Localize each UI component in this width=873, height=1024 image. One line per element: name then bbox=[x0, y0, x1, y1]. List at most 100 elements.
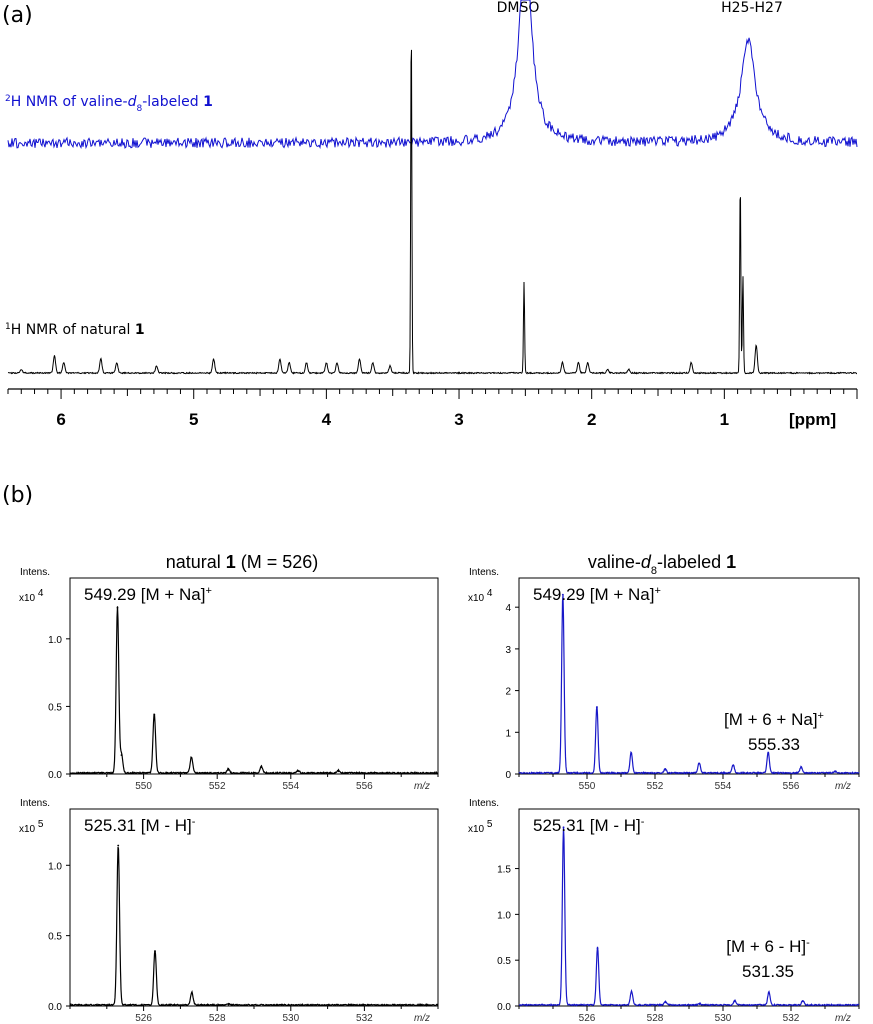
ms-ytick-label: 0.0 bbox=[48, 1002, 62, 1013]
ms-peak-point bbox=[337, 770, 340, 773]
ion-mz-value: 549.29 bbox=[84, 585, 141, 604]
ion-label: [M - H] bbox=[590, 816, 641, 835]
ms-ytick-label: 0.5 bbox=[48, 702, 62, 713]
h25-h27-peak-label: H25-H27 bbox=[721, 0, 783, 16]
ms-xtick-label: 552 bbox=[647, 781, 664, 792]
ms-ytick-label: 0.5 bbox=[48, 932, 62, 943]
ms-ytick-label: 1.0 bbox=[497, 910, 511, 921]
ms-yscale-base: x10 bbox=[468, 824, 485, 835]
ion-charge: + bbox=[654, 585, 660, 597]
ms-natural-title: natural 1 (M = 526) bbox=[166, 552, 319, 572]
ion-label: [M + Na] bbox=[141, 585, 206, 604]
ms-xtick-label: 554 bbox=[715, 781, 732, 792]
ion-charge: + bbox=[818, 710, 824, 722]
ms-peak-point bbox=[260, 766, 263, 769]
ms-peak-point bbox=[561, 593, 564, 596]
ms-xlabel: m/z bbox=[414, 781, 430, 792]
ms-spectrum-trace bbox=[518, 594, 860, 775]
ms-peak-point bbox=[630, 991, 633, 994]
ion-label: [M + 6 - H] bbox=[726, 937, 806, 956]
ms-peak-point bbox=[596, 947, 599, 950]
ms-peak-point bbox=[767, 752, 770, 755]
ion-label: [M + Na] bbox=[590, 585, 655, 604]
label-text-1: H NMR of valine- bbox=[11, 94, 128, 110]
ms-labeled-ion-mz: 555.33 bbox=[748, 735, 800, 754]
title-part: (M = 526) bbox=[236, 552, 319, 572]
ms-peak-point bbox=[800, 766, 803, 769]
label-italic-d: d bbox=[128, 94, 137, 110]
ms-ytick-label: 4 bbox=[505, 603, 511, 614]
ms-xlabel: m/z bbox=[414, 1013, 430, 1024]
ms-peak-point bbox=[698, 1003, 701, 1006]
ion-charge: - bbox=[641, 816, 645, 828]
ms-peak-point bbox=[116, 606, 119, 609]
ms-xtick-label: 528 bbox=[647, 1013, 664, 1024]
nmr-2h-trace bbox=[7, 0, 858, 150]
ms-labeled-ion-label: [M + 6 - H]- bbox=[726, 937, 810, 956]
ms-ytick-label: 0.5 bbox=[497, 956, 511, 967]
ion-charge: - bbox=[806, 937, 810, 949]
ms-ytick-label: 1 bbox=[505, 728, 511, 739]
ms-yscale: x10 5 bbox=[468, 819, 493, 836]
ms-xtick-label: 530 bbox=[715, 1013, 732, 1024]
title-sub-8: 8 bbox=[651, 565, 657, 577]
ms-ytick-label: 1.0 bbox=[48, 861, 62, 872]
ms-plot-frame bbox=[69, 808, 439, 1007]
ms-ytick-label: 1.5 bbox=[497, 865, 511, 876]
title-part: valine- bbox=[588, 552, 641, 572]
ms-ytick-label: 2 bbox=[505, 687, 511, 698]
ms-xtick-label: 530 bbox=[282, 1013, 299, 1024]
ms-yscale-exp: 4 bbox=[484, 588, 493, 599]
ms-peak-point bbox=[734, 1000, 736, 1003]
title-part: natural bbox=[166, 552, 226, 572]
ms-spectrum-trace bbox=[69, 606, 439, 775]
ms-peak-point bbox=[834, 771, 837, 773]
title-compound: 1 bbox=[726, 552, 736, 572]
ms-peak-point bbox=[664, 1001, 667, 1004]
ms-ylabel: Intens. bbox=[20, 567, 50, 578]
ion-mz-value: 549.29 bbox=[533, 585, 590, 604]
ms-natural-positive-plot: Intens. x10 4 0.0 0.5 1.0 550 552 554 556 m/z 549.… bbox=[19, 567, 439, 792]
deuterium-spectrum-label: 2H NMR of valine-d8-labeled 1 bbox=[5, 94, 213, 114]
ms-xtick-label: 552 bbox=[209, 781, 226, 792]
label-sup-mass: 1 bbox=[5, 322, 11, 332]
ms-main-ion-annotation: 549.29 [M + Na]+ bbox=[533, 585, 661, 604]
ms-plot-frame bbox=[518, 808, 860, 1007]
ms-yscale: x10 4 bbox=[468, 588, 493, 605]
dmso-peak-label: DMSO bbox=[497, 0, 540, 16]
ms-yscale: x10 5 bbox=[19, 819, 44, 836]
ms-natural-negative-plot: Intens. x10 5 0.0 0.5 1.0 526 528 530 532 m/z 525.… bbox=[19, 798, 439, 1024]
ms-xtick-label: 556 bbox=[783, 781, 800, 792]
ms-labeled-ion-mz: 531.35 bbox=[742, 962, 794, 981]
ms-peak-point bbox=[154, 950, 156, 953]
ms-xlabel: m/z bbox=[835, 781, 851, 792]
title-part: -labeled bbox=[657, 552, 726, 572]
ms-labeled-ion-label: [M + 6 + Na]+ bbox=[724, 710, 824, 729]
ms-xtick-label: 554 bbox=[282, 781, 299, 792]
ms-yscale: x10 4 bbox=[19, 588, 44, 605]
ms-peak-point bbox=[768, 992, 770, 995]
ion-mz-value: 525.31 bbox=[84, 816, 141, 835]
ms-ytick-label: 0 bbox=[505, 770, 511, 781]
title-italic-d: d bbox=[641, 552, 652, 572]
panel-a: (a) DMSO H25-H27 2H NMR of valine-d8-lab… bbox=[2, 0, 858, 429]
ppm-axis-ticks: 6 5 4 3 2 1 bbox=[7, 389, 858, 429]
ms-yscale-exp: 5 bbox=[35, 819, 44, 830]
ms-peak-point bbox=[190, 756, 193, 759]
ms-yscale-base: x10 bbox=[19, 824, 36, 835]
ms-ytick-label: 0.0 bbox=[48, 770, 62, 781]
ms-peak-point bbox=[595, 706, 598, 709]
ms-xtick-label: 532 bbox=[356, 1013, 373, 1024]
ms-ytick-label: 3 bbox=[505, 645, 511, 656]
ppm-tick-label: 4 bbox=[322, 410, 332, 429]
ms-yscale-base: x10 bbox=[19, 593, 36, 604]
ion-mz-value: 525.31 bbox=[533, 816, 590, 835]
ms-labeled-negative-plot: Intens. x10 5 0.0 0.5 1.0 1.5 526 528 530 532 m/z 5… bbox=[468, 798, 860, 1024]
label-compound-number: 1 bbox=[135, 322, 145, 338]
ms-xtick-label: 526 bbox=[135, 1013, 152, 1024]
ms-peak-point bbox=[190, 992, 193, 995]
ms-yscale-base: x10 bbox=[468, 593, 485, 604]
ms-xtick-label: 550 bbox=[135, 781, 152, 792]
ms-spectrum-trace bbox=[518, 826, 860, 1007]
